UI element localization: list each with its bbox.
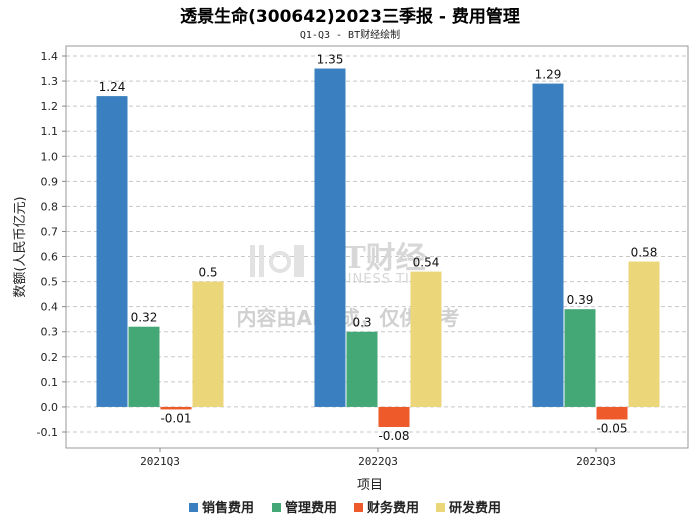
x-axis-categories: 2021Q3 2022Q3 2023Q3 [140,448,616,468]
data-label: -0.05 [596,421,627,435]
data-label: 0.39 [567,293,594,307]
bar [410,271,442,407]
bar [96,96,128,407]
data-label: -0.01 [160,411,191,425]
y-tick-label: 1.1 [41,125,59,138]
data-label: 0.3 [352,316,371,330]
bar [128,326,160,407]
legend-swatch [436,503,445,512]
y-tick-label: -0.1 [37,426,58,439]
legend-swatch [272,503,281,512]
bar [596,406,628,420]
data-label: 0.54 [413,256,440,270]
bars [96,68,660,427]
y-tick-label: 1.2 [41,100,59,113]
y-tick-label: 0.4 [41,301,59,314]
x-tick-label: 2022Q3 [358,455,398,468]
legend-swatch [354,503,363,512]
bar [378,406,410,427]
legend-label: 研发费用 [449,500,501,516]
legend-label: 财务费用 [367,500,419,516]
bar [564,309,596,407]
y-tick-label: 0.8 [41,200,59,213]
y-tick-label: 0.3 [41,326,59,339]
legend-label: 管理费用 [285,500,337,516]
y-tick-label: 1.0 [41,150,59,163]
x-tick-label: 2023Q3 [576,455,616,468]
plot-frame [65,45,689,449]
y-tick-label: 0.7 [41,225,59,238]
data-label: 0.32 [131,311,158,325]
y-tick-label: 1.3 [41,75,59,88]
bar [628,261,660,407]
data-label: 1.35 [317,53,344,67]
data-labels: 1.24 1.35 1.29 0.32 0.3 0.39 -0.01 -0.08 -0.05 0.… [99,53,658,443]
bar [160,406,192,410]
watermark-logo-icon [250,245,304,277]
y-tick-label: 0.5 [41,276,59,289]
y-tick-label: 0.0 [41,401,59,414]
data-label: 1.29 [535,68,562,82]
legend: 销售费用 管理费用 财务费用 研发费用 [189,500,501,516]
y-axis-label: 数额(人民币亿元) [13,196,28,297]
bar [314,68,346,407]
chart-title: 透景生命(300642)2023三季报 - 费用管理 [180,6,520,27]
y-axis-ticks: -0.1 0.0 0.1 0.2 0.3 0.4 0.5 0.6 0.7 0.8 0.9 1.0 1.1… [37,50,66,439]
y-tick-label: 0.6 [41,251,59,264]
watermark-brand-en: BUSINESS TIMES [318,272,441,287]
chart-subtitle: Q1-Q3 - BT财经绘制 [300,28,400,41]
data-label: -0.08 [378,429,409,443]
legend-label: 销售费用 [202,500,254,516]
y-tick-label: 0.9 [41,175,59,188]
data-label: 0.58 [631,246,658,260]
bar [346,331,378,407]
y-tick-label: 0.2 [41,351,59,364]
data-label: 1.24 [99,80,126,94]
x-tick-label: 2021Q3 [140,455,180,468]
x-axis-label: 项目 [357,478,383,493]
y-tick-label: 1.4 [41,50,59,63]
legend-swatch [189,503,198,512]
data-label: 0.5 [198,266,217,280]
bar [192,281,224,407]
bar [532,83,564,407]
y-tick-label: 0.1 [41,376,59,389]
